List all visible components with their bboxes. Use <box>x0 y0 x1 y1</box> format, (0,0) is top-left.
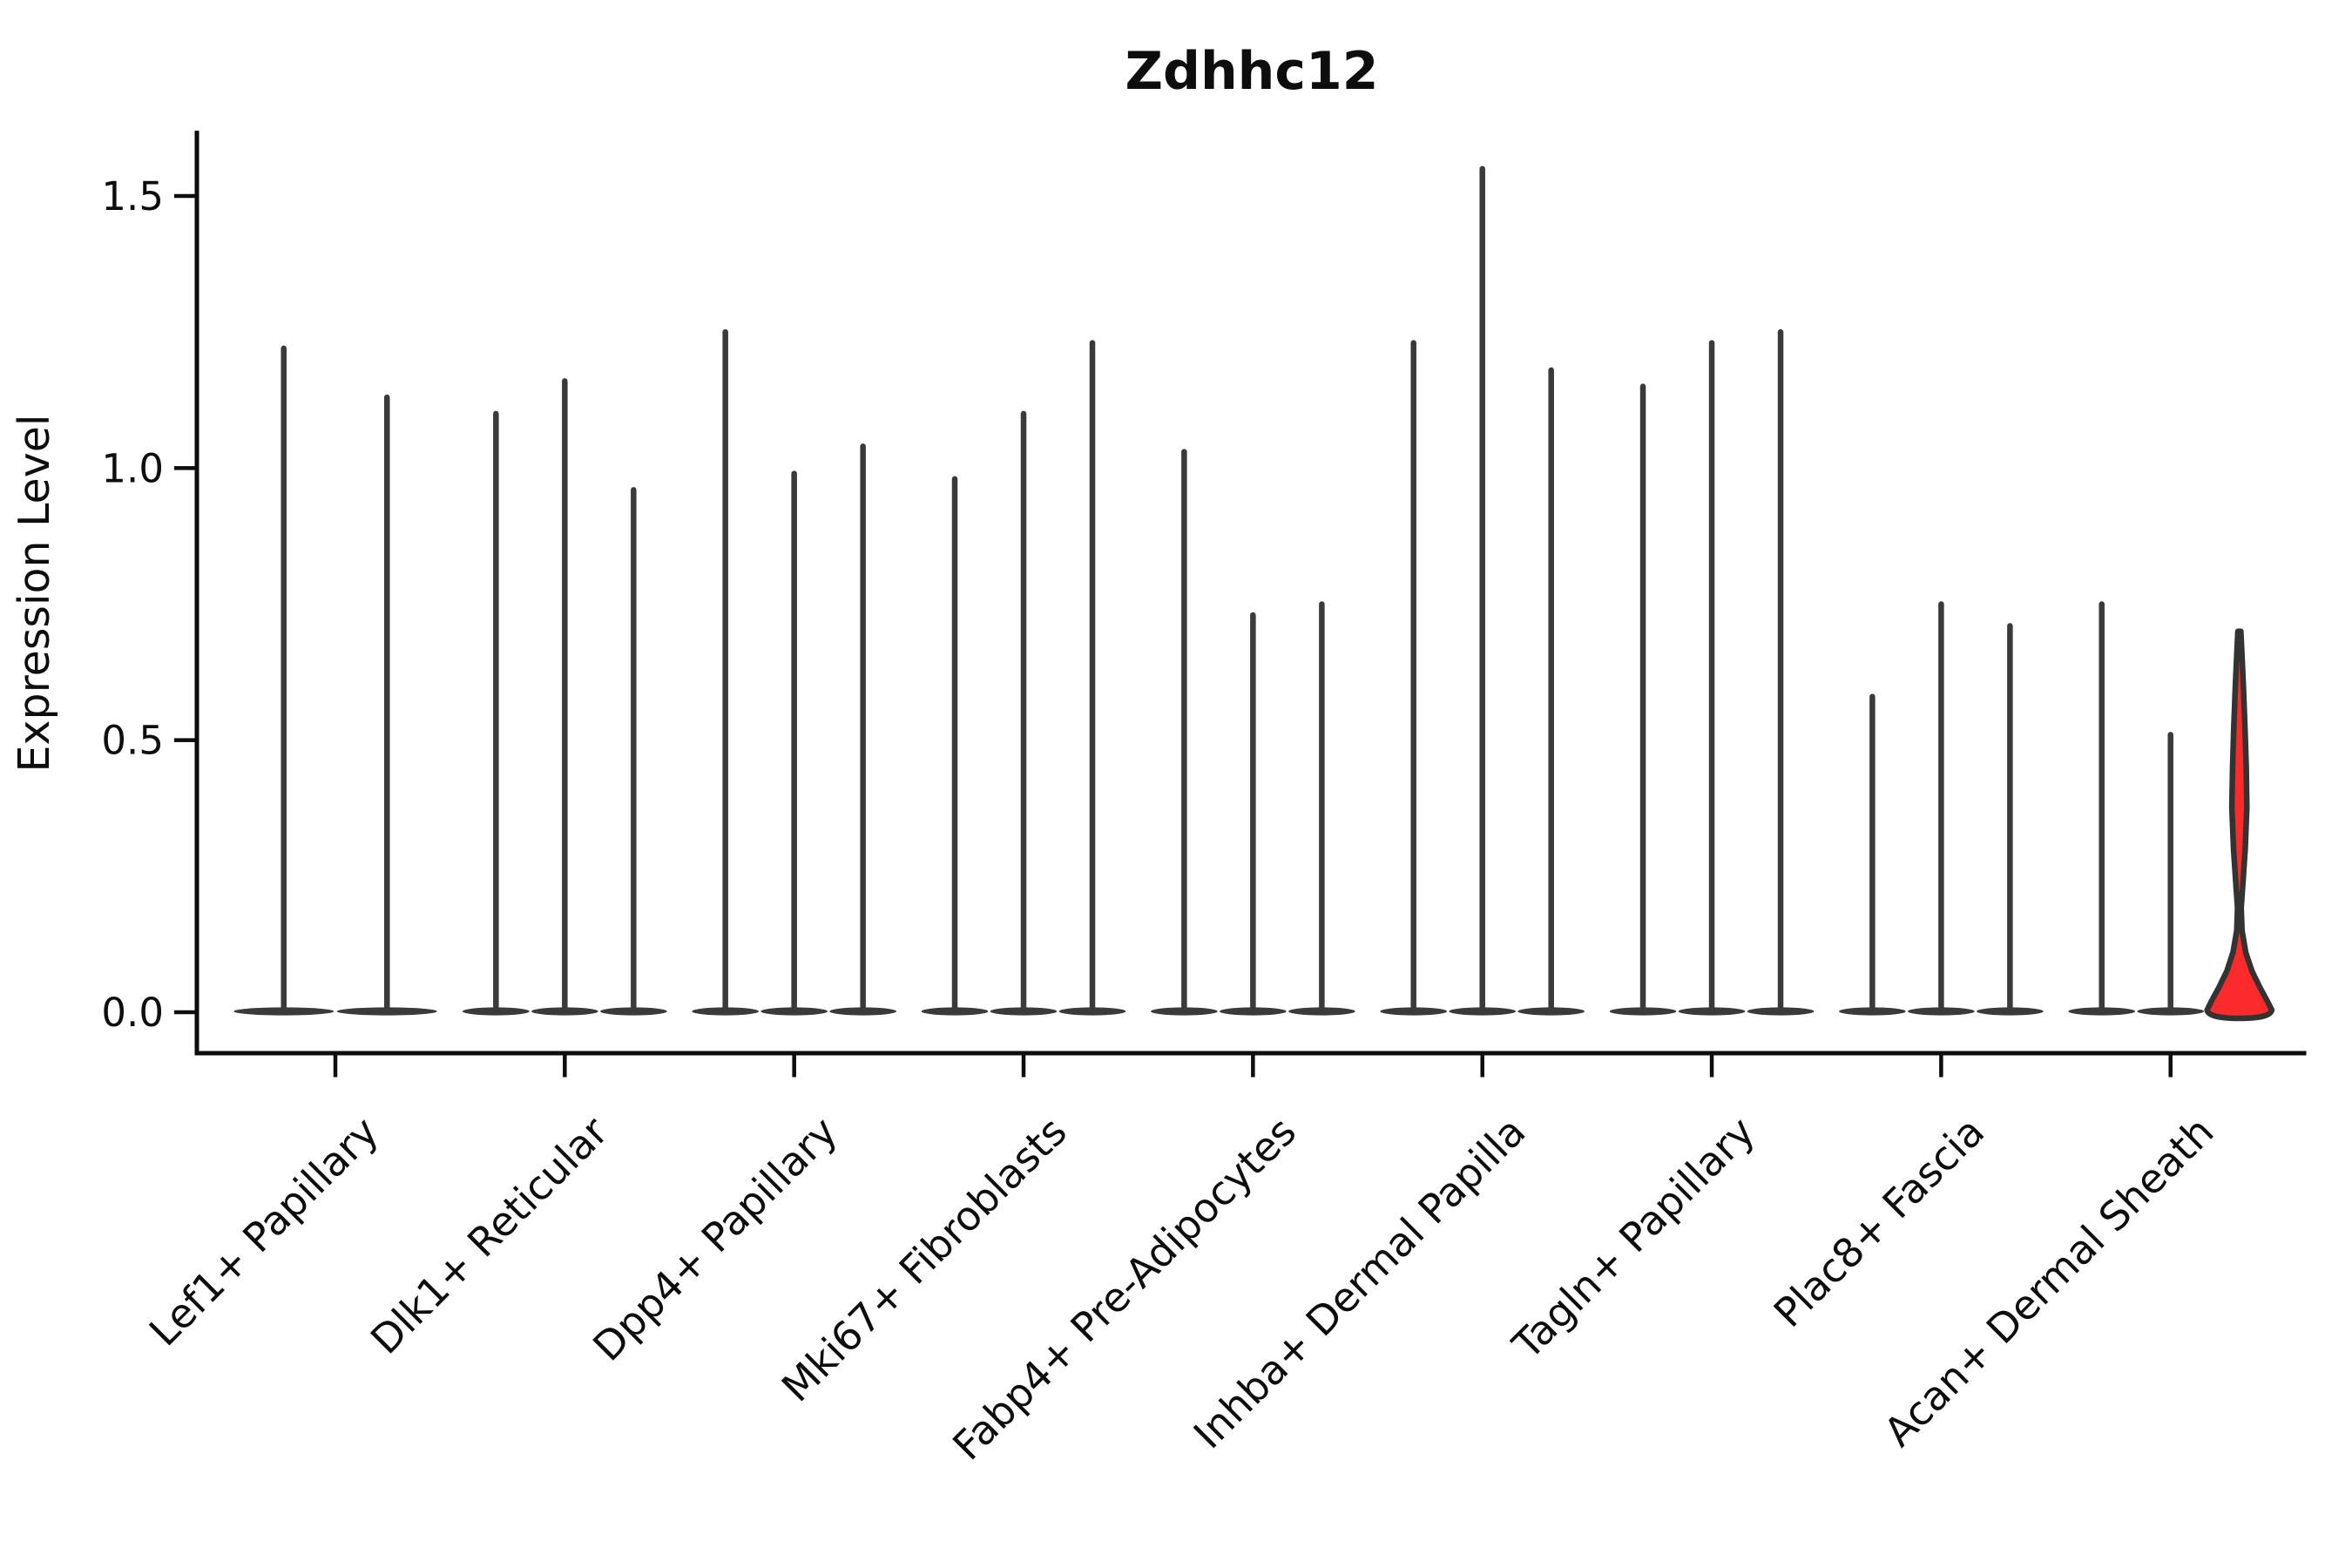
y-tick-mark <box>174 1010 197 1015</box>
x-tick-mark <box>1709 1055 1714 1078</box>
violin-base <box>1839 1007 1906 1016</box>
violin-base <box>1151 1007 1218 1016</box>
violin-base <box>829 1007 896 1016</box>
violin-base <box>1747 1007 1815 1016</box>
plot-title: Zdhhc12 <box>1125 41 1379 102</box>
x-axis-spine <box>194 1051 2307 1056</box>
violin-base <box>692 1007 759 1016</box>
y-tick-mark <box>174 466 197 470</box>
y-axis-spine <box>194 131 199 1056</box>
x-tick-mark <box>792 1055 796 1078</box>
violin-base <box>1517 1007 1585 1016</box>
violin-base <box>2137 1007 2205 1016</box>
x-tick-label: Lef1+ Papillary <box>140 1108 388 1355</box>
violin-base <box>921 1007 989 1016</box>
violin-base <box>531 1007 598 1016</box>
y-tick-mark <box>174 193 197 199</box>
x-tick-label: Tagln+ Papillary <box>1503 1108 1764 1369</box>
x-tick-mark <box>1251 1055 1255 1078</box>
x-tick-mark <box>333 1055 338 1078</box>
x-tick-mark <box>1021 1055 1026 1078</box>
y-axis-label: Expression Level <box>10 415 59 773</box>
y-tick-mark <box>174 738 197 742</box>
violin-base <box>1977 1007 2044 1016</box>
violin-base <box>463 1007 530 1016</box>
x-tick-mark <box>563 1055 567 1078</box>
violin-base <box>1288 1007 1355 1016</box>
y-tick-label: 0.0 <box>101 990 164 1036</box>
y-tick-label: 0.5 <box>101 718 164 764</box>
violin-base <box>760 1007 828 1016</box>
x-tick-label: Plac8+ Fascia <box>1765 1108 1993 1336</box>
violin-base <box>1380 1007 1448 1016</box>
x-tick-mark <box>1939 1055 1943 1078</box>
violin-base <box>2068 1007 2136 1016</box>
x-tick-mark <box>1480 1055 1484 1078</box>
x-tick-mark <box>2168 1055 2173 1078</box>
violins-layer <box>233 166 2275 1022</box>
violin-base <box>990 1007 1058 1016</box>
violin-base <box>1609 1007 1677 1016</box>
violin-base <box>1058 1007 1126 1016</box>
y-axis-ticks: 0.0 0.5 1.0 1.5 <box>101 173 197 1036</box>
x-tick-label: Dpp4+ Papillary <box>584 1108 846 1370</box>
y-tick-label: 1.5 <box>101 173 164 220</box>
violin-base <box>233 1007 335 1016</box>
x-tick-label: Dlk1+ Reticular <box>362 1108 617 1363</box>
y-tick-label: 1.0 <box>101 445 164 491</box>
highlighted-violin <box>2204 628 2275 1022</box>
violin-base <box>1220 1007 1287 1016</box>
violin-base <box>336 1007 437 1016</box>
violin-base <box>600 1007 667 1016</box>
violin-base <box>1678 1007 1746 1016</box>
violin-base <box>1908 1007 1975 1016</box>
violin-base <box>1449 1007 1517 1016</box>
